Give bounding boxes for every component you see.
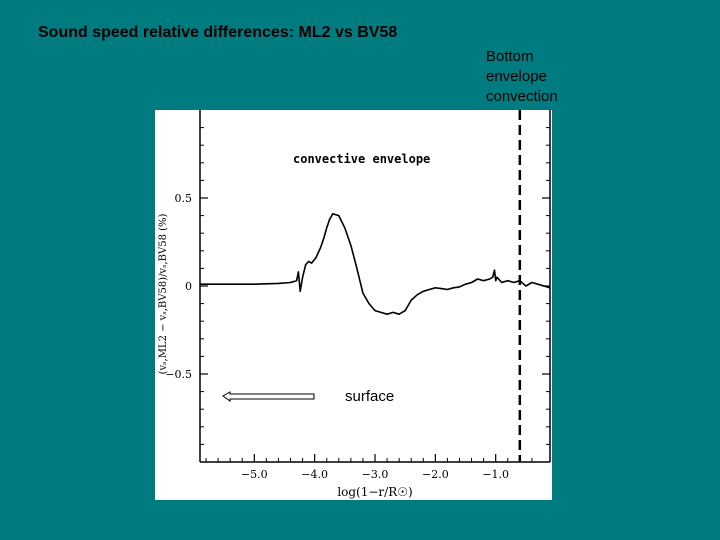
surface-arrow (222, 391, 315, 402)
data-point (464, 283, 467, 285)
data-point (362, 292, 364, 294)
data-point (392, 311, 394, 313)
data-point (483, 280, 485, 282)
y-tick-label: 0 (185, 280, 192, 293)
data-point (537, 283, 539, 285)
data-point (477, 278, 479, 280)
data-point (495, 280, 497, 282)
data-point (507, 280, 509, 282)
data-point (329, 218, 331, 220)
data-point (308, 260, 310, 262)
data-point (223, 283, 225, 285)
data-point (404, 310, 406, 312)
data-point (513, 281, 515, 284)
data-point (380, 311, 382, 313)
data-point (549, 287, 551, 289)
data-point (277, 282, 279, 284)
y-axis-label: (vₛ,ML2 − vₛ,BV58)/vₛ,BV58 (%) (158, 214, 169, 375)
data-point (356, 267, 358, 269)
data-point (525, 285, 527, 287)
data-point (440, 288, 442, 290)
data-point (368, 303, 370, 305)
x-axis-label: log(1−r/R☉) (337, 485, 412, 499)
data-point (320, 246, 322, 248)
x-tick-label: −2.0 (422, 468, 449, 481)
data-point (326, 227, 328, 229)
data-point (501, 281, 503, 284)
surface-label: surface (345, 388, 395, 405)
x-tick-label: −1.0 (482, 468, 509, 481)
data-point (428, 288, 430, 291)
data-point (350, 244, 352, 247)
data-point (302, 276, 304, 278)
data-point (199, 283, 201, 285)
data-point (386, 313, 388, 315)
data-point (452, 287, 454, 289)
data-point (299, 290, 301, 292)
data-point (296, 280, 298, 282)
data-point (253, 283, 255, 285)
data-point (493, 269, 496, 271)
slide-title: Sound speed relative differences: ML2 vs… (38, 24, 398, 41)
data-point (398, 313, 400, 315)
data-point (410, 299, 412, 301)
data-point (471, 281, 473, 284)
x-tick-label: −4.0 (301, 468, 328, 481)
data-point (434, 287, 436, 289)
chart-figure: −5.0 −4.0 −3.0 −2.0 −1.0 0.5 0 −0.5 convective … (155, 110, 552, 500)
data-point (344, 227, 346, 229)
data-point (489, 278, 491, 280)
series-line (200, 213, 551, 315)
y-tick-label: 0.5 (175, 192, 193, 205)
x-tick-label: −5.0 (241, 468, 268, 481)
x-tick-label: −3.0 (362, 468, 389, 481)
data-point (496, 276, 498, 278)
y-tick-label: −0.5 (165, 368, 192, 381)
data-point (543, 285, 545, 287)
data-point (332, 213, 334, 215)
bottom-envelope-convection-note: Bottom envelope convection (486, 48, 558, 105)
data-point (374, 310, 376, 312)
data-point (458, 286, 461, 288)
data-point (492, 276, 494, 278)
data-point (305, 264, 307, 266)
data-point (338, 215, 340, 217)
data-point (297, 271, 299, 273)
chart-annotation: convective envelope (293, 152, 430, 166)
data-point (311, 262, 313, 264)
data-point (422, 290, 424, 292)
data-point (289, 281, 292, 284)
data-point (416, 294, 418, 296)
sound-speed-chart: −5.0 −4.0 −3.0 −2.0 −1.0 0.5 0 −0.5 convective … (158, 110, 551, 499)
data-point (531, 281, 533, 284)
data-point (446, 288, 448, 291)
data-point (323, 237, 325, 240)
data-point (315, 257, 317, 259)
surface-arrow-shape (222, 391, 315, 402)
